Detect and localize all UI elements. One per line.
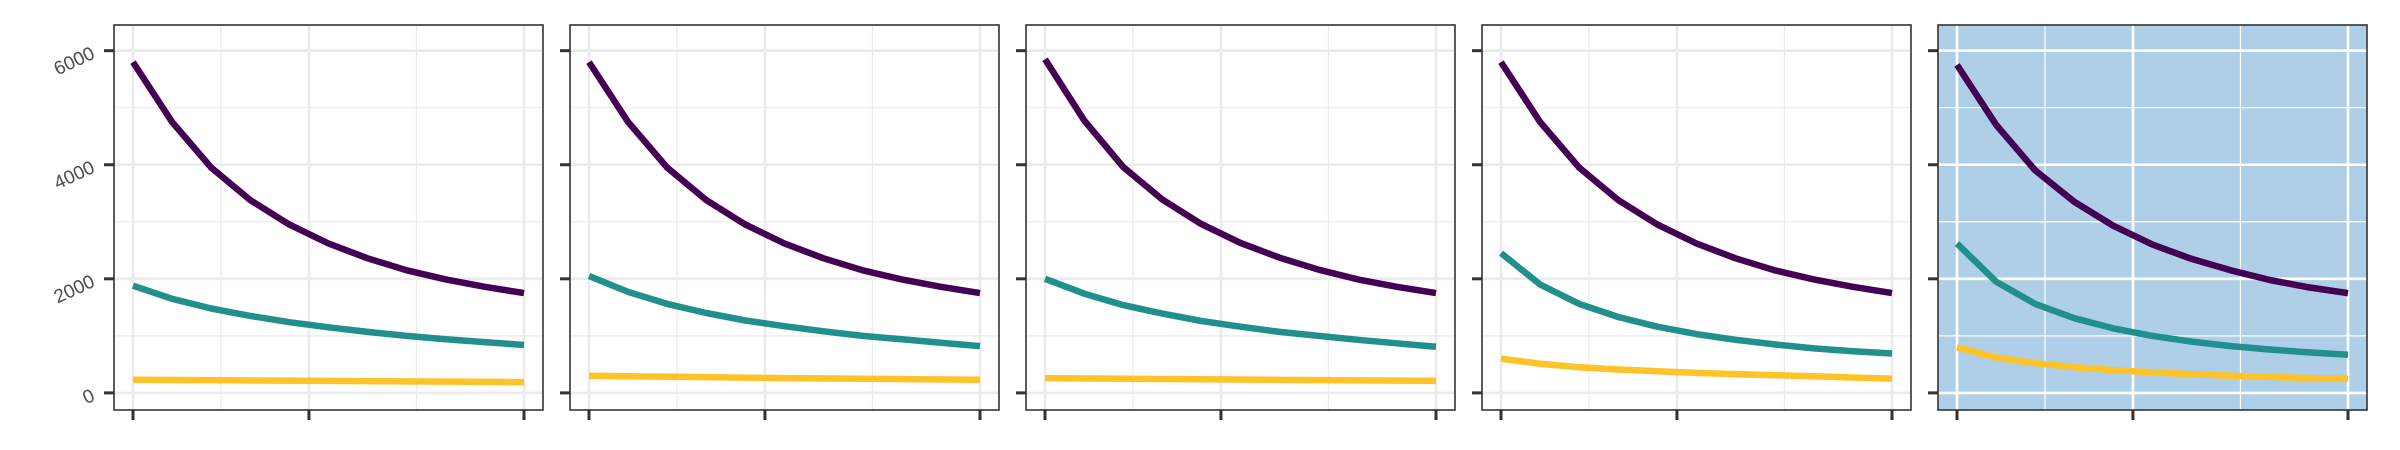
panel-background bbox=[1026, 25, 1455, 410]
panel-border bbox=[113, 24, 544, 411]
series-line-1 bbox=[1954, 63, 2349, 297]
panel-border bbox=[1937, 24, 2368, 411]
panel-4 bbox=[1472, 24, 1912, 420]
series-line-3 bbox=[1044, 374, 1437, 385]
panel-border bbox=[1481, 24, 1912, 411]
series-line-3 bbox=[1500, 355, 1893, 382]
series-line-1 bbox=[1498, 60, 1893, 297]
series-line-1 bbox=[586, 60, 981, 297]
series-line-2 bbox=[1498, 250, 1893, 357]
panel-border bbox=[569, 24, 1000, 411]
series-line-3 bbox=[588, 372, 981, 384]
series-line-2 bbox=[587, 272, 981, 350]
y-tick-label: 6000 bbox=[51, 43, 98, 80]
panel-background bbox=[1938, 25, 2367, 410]
series-line-2 bbox=[1043, 275, 1437, 350]
panel-background bbox=[114, 25, 543, 410]
y-tick-label: 4000 bbox=[51, 157, 98, 194]
panel-5 bbox=[1928, 24, 2368, 420]
panel-3 bbox=[1016, 24, 1456, 420]
series-line-2 bbox=[131, 282, 525, 349]
panel-border bbox=[1025, 24, 1456, 411]
series-line-2 bbox=[1954, 241, 2349, 358]
panel-1: 0 2000 4000 6000 bbox=[51, 24, 544, 420]
series-line-3 bbox=[1956, 344, 2349, 382]
y-tick-label: 0 bbox=[80, 385, 98, 409]
series-line-1 bbox=[130, 60, 525, 297]
panel-background bbox=[1482, 25, 1911, 410]
series-line-3 bbox=[132, 376, 525, 386]
y-tick-label: 2000 bbox=[51, 271, 98, 308]
panel-background bbox=[570, 25, 999, 410]
panel-2 bbox=[560, 24, 1000, 420]
series-line-1 bbox=[1042, 57, 1437, 297]
